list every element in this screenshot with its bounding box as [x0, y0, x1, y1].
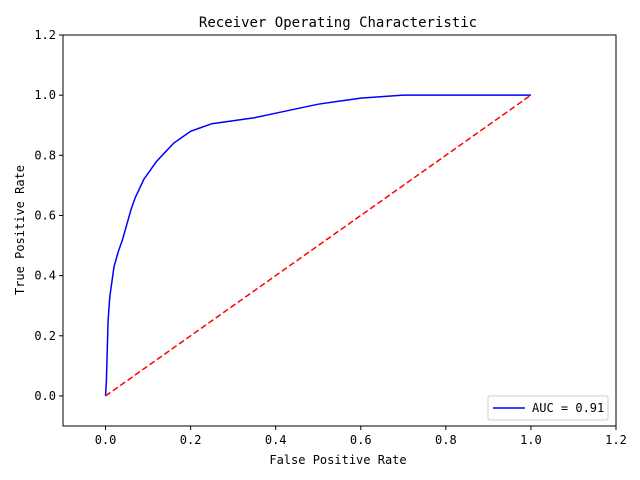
y-tick-label: 0.6 [34, 208, 56, 222]
axes-frame [62, 34, 617, 427]
x-tick-label: 0.6 [350, 433, 372, 447]
chart-title: Receiver Operating Characteristic [199, 15, 477, 31]
y-tick-label: 1.0 [34, 88, 56, 102]
y-tick-label: 1.2 [34, 28, 56, 42]
plot-area [62, 34, 617, 427]
x-tick-label: 1.2 [605, 433, 627, 447]
x-tick-label: 0.8 [435, 433, 457, 447]
axis-ticks: 0.0 0.2 0.4 0.6 0.8 1.0 1.2 0.0 0.2 0.4 0.6 0.8 1.0 1… [34, 28, 627, 447]
legend-box [487, 395, 609, 421]
series-line-1 [105, 94, 532, 397]
legend: AUC = 0.91 [487, 395, 609, 421]
series-line-0 [104, 94, 531, 396]
y-tick-label: 0.4 [34, 269, 56, 283]
x-axis-label: False Positive Rate [269, 453, 406, 467]
y-axis-label: True Positive Rate [13, 165, 27, 295]
x-tick-label: 1.0 [520, 433, 542, 447]
y-tick-label: 0.0 [34, 389, 56, 403]
y-tick-label: 0.2 [34, 329, 56, 343]
legend-label: AUC = 0.91 [532, 401, 604, 415]
x-tick-label: 0.4 [265, 433, 287, 447]
y-tick-label: 0.8 [34, 148, 56, 162]
x-tick-label: 0.2 [180, 433, 202, 447]
x-tick-label: 0.0 [95, 433, 117, 447]
